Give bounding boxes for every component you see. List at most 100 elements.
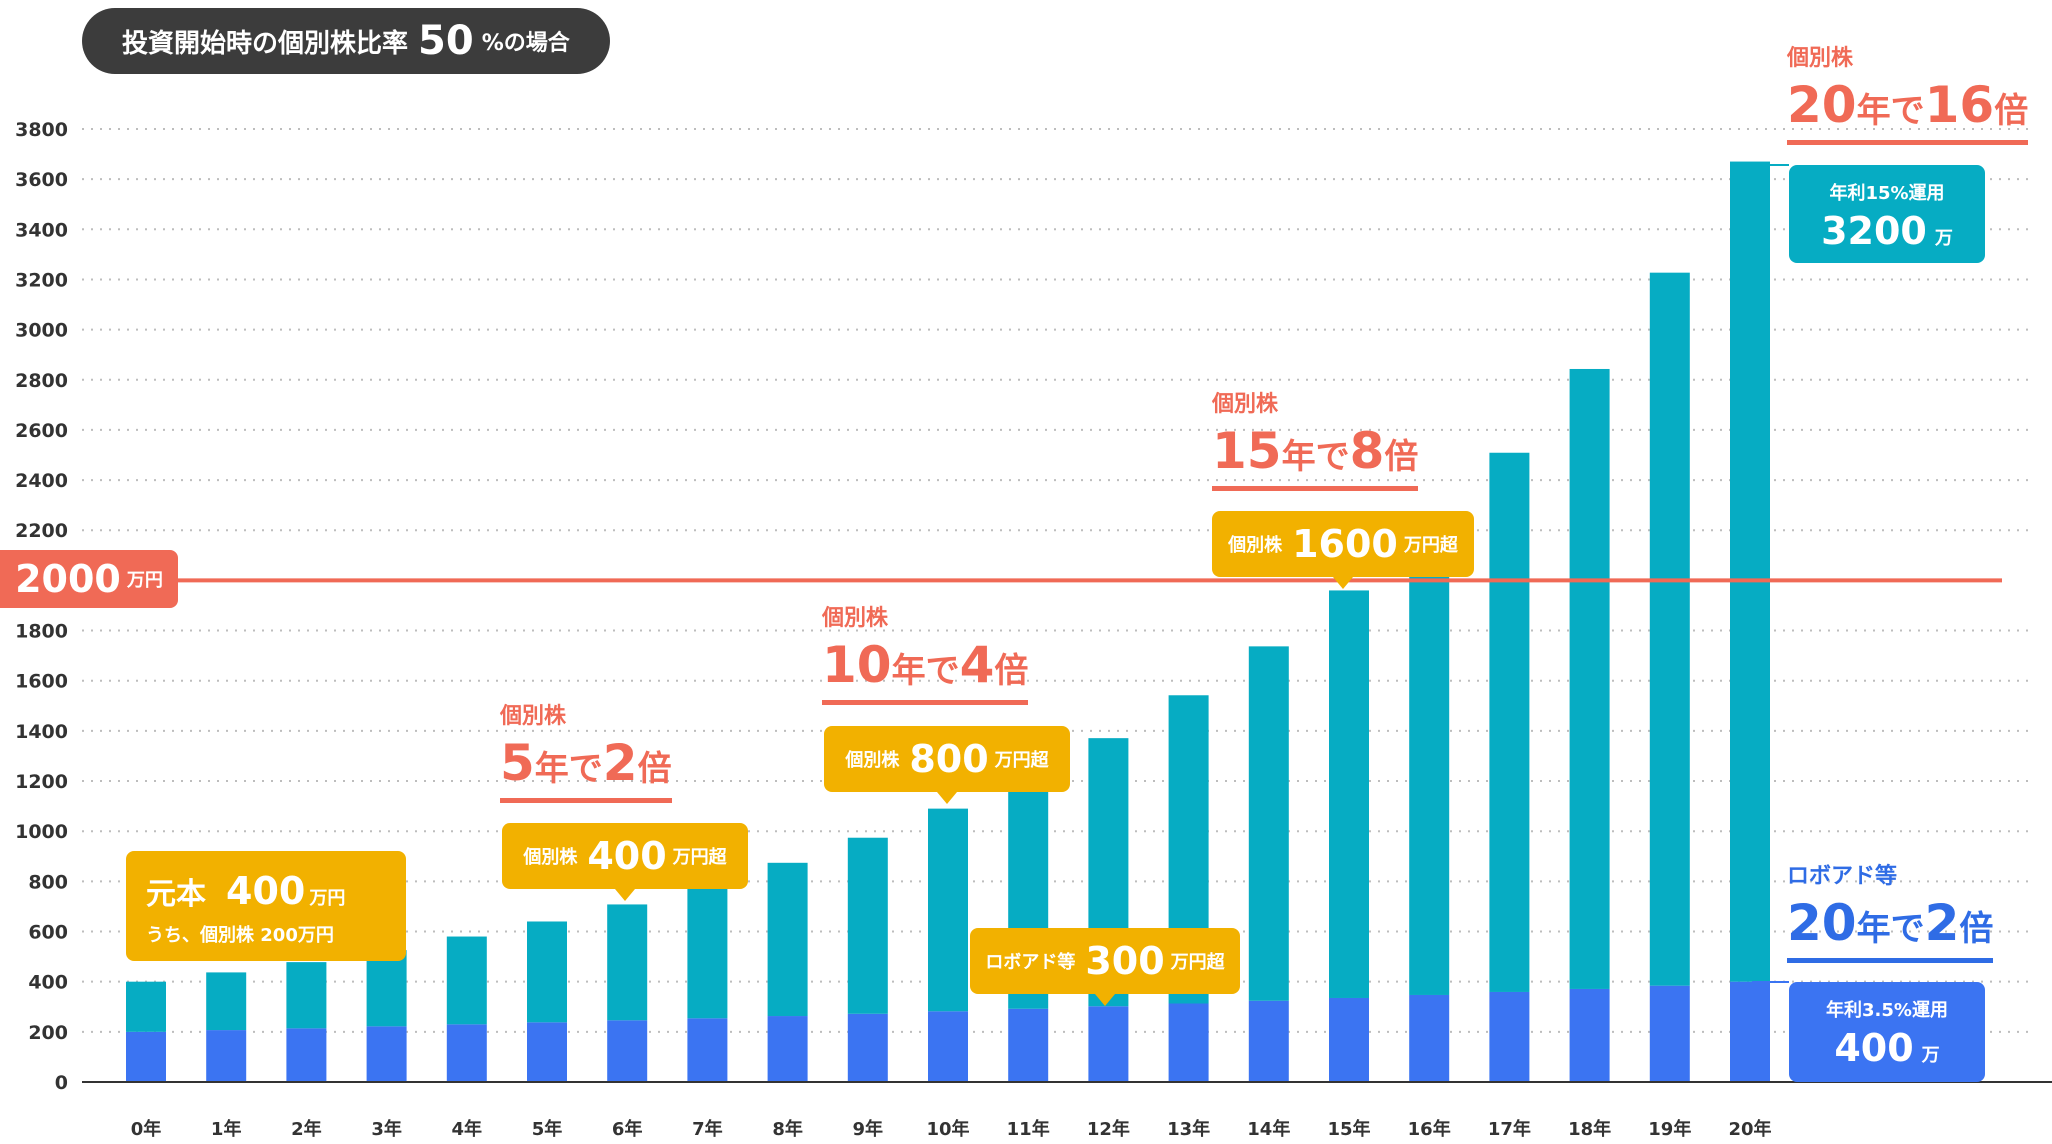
- callout-10-years: 個別株 10年で4倍: [822, 600, 1029, 705]
- y-tick-label: 3000: [15, 320, 68, 342]
- bar-robo-segment: [847, 1013, 888, 1082]
- x-tick-label: 2年: [291, 1118, 322, 1140]
- bar-robo-segment: [1088, 1006, 1129, 1082]
- callout-15-years: 個別株 15年で8倍: [1212, 386, 1419, 491]
- y-tick-label: 2200: [15, 520, 68, 542]
- callout-robo-years-num: 20: [1787, 894, 1857, 952]
- stock-1600-value: 1600: [1292, 522, 1398, 566]
- bar-robo-segment: [1409, 994, 1450, 1082]
- callout-robo-unit: 倍: [1959, 909, 1994, 949]
- callout-20-unit: 倍: [1994, 91, 2029, 131]
- header-ratio: 50: [418, 18, 474, 64]
- stock-400-prefix: 個別株: [523, 847, 578, 868]
- x-tick-label: 5年: [532, 1118, 563, 1140]
- principal-value: 400: [226, 869, 306, 913]
- x-tick-label: 7年: [692, 1118, 723, 1140]
- callout-5-multiplier: 2: [602, 734, 638, 792]
- bar-robo-segment: [286, 1028, 327, 1082]
- bar-robo-segment: [767, 1016, 808, 1082]
- x-tick-label: 3年: [371, 1118, 402, 1140]
- x-tick-label: 13年: [1167, 1118, 1210, 1140]
- bar-robo-segment: [1569, 988, 1610, 1082]
- stock-800-label: 個別株 800 万円超: [824, 726, 1070, 804]
- final-robo-rate: 年利3.5%運用: [1826, 1000, 1948, 1021]
- callout-20-text: 年で: [1856, 91, 1925, 131]
- y-tick-label: 1200: [15, 771, 68, 793]
- callout-robo-multiplier: 2: [1924, 894, 1960, 952]
- stock-800-prefix: 個別株: [845, 750, 900, 771]
- bar-stock-segment: [1489, 452, 1530, 992]
- bar-robo-segment: [366, 1026, 407, 1082]
- bar-stock-segment: [286, 962, 327, 1029]
- y-tick-label: 400: [28, 972, 68, 994]
- robo-300-label: ロボアド等 300 万円超: [970, 928, 1240, 1006]
- y-tick-label: 2800: [15, 370, 68, 392]
- x-tick-label: 1年: [211, 1118, 242, 1140]
- stock-400-value: 400: [587, 834, 667, 878]
- callout-15-multiplier: 8: [1349, 422, 1385, 480]
- bar-stock-segment: [1409, 526, 1450, 995]
- final-robo-value: 400: [1834, 1026, 1914, 1070]
- robo-300-value: 300: [1085, 939, 1165, 983]
- bar-robo-segment: [446, 1024, 487, 1082]
- bar-stock-segment: [446, 936, 487, 1025]
- callout-10-multiplier: 4: [959, 636, 995, 694]
- bar-robo-segment: [1168, 1003, 1209, 1082]
- bar-robo-segment: [607, 1020, 648, 1082]
- y-tick-label: 1000: [15, 821, 68, 843]
- stock-800-unit: 万円超: [994, 750, 1049, 771]
- bar-robo-segment: [1649, 985, 1690, 1082]
- callout-20-years-robo: ロボアド等 20年で2倍: [1787, 858, 1994, 963]
- x-tick-label: 9年: [853, 1118, 884, 1140]
- callout-20-years-num: 20: [1787, 76, 1857, 134]
- stock-400-label: 個別株 400 万円超: [502, 823, 748, 901]
- bar-robo-segment: [126, 1031, 166, 1082]
- callout-20-multiplier: 16: [1924, 76, 1995, 134]
- callout-5-years: 個別株 5年で2倍: [500, 698, 672, 803]
- bar-stock-segment: [607, 904, 648, 1021]
- x-tick-label: 8年: [772, 1118, 803, 1140]
- x-tick-label: 20年: [1728, 1118, 1771, 1140]
- bar-stock-segment: [1649, 272, 1690, 986]
- reference-unit: 万円: [126, 570, 163, 591]
- y-tick-label: 1800: [15, 621, 68, 643]
- callout-robo-sub: ロボアド等: [1787, 864, 1898, 889]
- stock-400-unit: 万円超: [672, 847, 727, 868]
- y-tick-label: 600: [28, 922, 68, 944]
- bar-stock-segment: [1329, 590, 1369, 998]
- bar-robo-segment: [1329, 997, 1369, 1082]
- x-tick-label: 0年: [131, 1118, 162, 1140]
- x-tick-label: 18年: [1568, 1118, 1611, 1140]
- callout-15-years-num: 15: [1212, 422, 1282, 480]
- bar-stock-segment: [1569, 368, 1610, 989]
- x-tick-label: 12年: [1087, 1118, 1130, 1140]
- final-robo-box: 年利3.5%運用 400 万: [1789, 982, 1985, 1082]
- bar-robo-segment: [1489, 991, 1530, 1082]
- bar-robo-segment: [1730, 981, 1770, 1082]
- x-tick-label: 15年: [1327, 1118, 1370, 1140]
- callout-5-text: 年で: [534, 749, 603, 789]
- x-tick-label: 16年: [1408, 1118, 1451, 1140]
- bar-stock-segment: [847, 837, 888, 1014]
- bar-robo-segment: [206, 1030, 247, 1082]
- principal-sub: うち、個別株 200万円: [146, 925, 334, 946]
- x-tick-label: 19年: [1648, 1118, 1691, 1140]
- x-tick-label: 11年: [1007, 1118, 1050, 1140]
- y-tick-label: 3200: [15, 269, 68, 291]
- callout-10-unit: 倍: [994, 651, 1029, 691]
- bar-stock-segment: [126, 981, 166, 1032]
- bar-stock-segment: [767, 862, 808, 1017]
- y-tick-label: 800: [28, 871, 68, 893]
- callout-20-years-stock: 個別株 20年で16倍: [1787, 40, 2029, 145]
- callout-5-unit: 倍: [637, 749, 672, 789]
- callout-15-sub: 個別株: [1212, 392, 1279, 417]
- final-robo-unit: 万: [1921, 1045, 1940, 1066]
- bar-stock-segment: [366, 950, 407, 1027]
- bar-robo-segment: [1008, 1008, 1049, 1082]
- y-tick-label: 1400: [15, 721, 68, 743]
- bar-stock-segment: [527, 921, 567, 1023]
- callout-5-years-num: 5: [500, 734, 535, 792]
- header-prefix: 投資開始時の個別株比率: [122, 28, 409, 59]
- y-tick-label: 3400: [15, 219, 68, 241]
- callout-10-sub: 個別株: [822, 606, 889, 631]
